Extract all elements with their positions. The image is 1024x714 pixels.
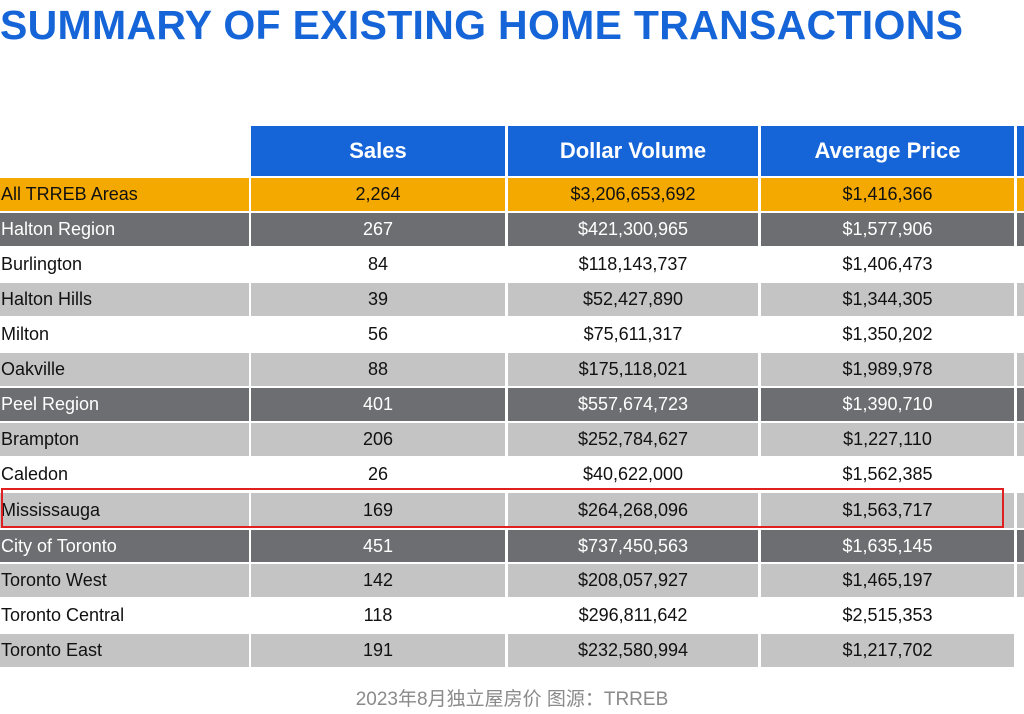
column-header-average-price: Average Price	[761, 126, 1014, 176]
area-cell: Halton Region	[0, 213, 249, 246]
overflow-cell	[1017, 493, 1024, 528]
overflow-cell	[1017, 178, 1024, 211]
overflow-cell	[1017, 353, 1024, 386]
sales-cell: 39	[251, 283, 505, 316]
area-cell: Toronto West	[0, 564, 249, 597]
column-header-dollar-volume: Dollar Volume	[508, 126, 758, 176]
table-row-caledon: Caledon 26 $40,622,000 $1,562,385	[0, 458, 1024, 491]
dollar-volume-cell: $52,427,890	[508, 283, 758, 316]
average-price-cell: $1,416,366	[761, 178, 1014, 211]
sales-cell: 56	[251, 318, 505, 351]
sales-cell: 88	[251, 353, 505, 386]
overflow-cell	[1017, 530, 1024, 562]
area-cell: Milton	[0, 318, 249, 351]
sales-cell: 84	[251, 248, 505, 281]
dollar-volume-cell: $3,206,653,692	[508, 178, 758, 211]
sales-cell: 118	[251, 599, 505, 632]
area-cell: Burlington	[0, 248, 249, 281]
dollar-volume-cell: $264,268,096	[508, 493, 758, 528]
page-title: SUMMARY OF EXISTING HOME TRANSACTIONS	[0, 2, 964, 48]
dollar-volume-cell: $232,580,994	[508, 634, 758, 667]
area-cell: City of Toronto	[0, 530, 249, 562]
table-row-all-trreb-areas: All TRREB Areas 2,264 $3,206,653,692 $1,…	[0, 178, 1024, 211]
average-price-cell: $1,217,702	[761, 634, 1014, 667]
table-row-toronto-central: Toronto Central 118 $296,811,642 $2,515,…	[0, 599, 1024, 632]
table-row-peel-region: Peel Region 401 $557,674,723 $1,390,710	[0, 388, 1024, 421]
dollar-volume-cell: $252,784,627	[508, 423, 758, 456]
area-cell: All TRREB Areas	[0, 178, 249, 211]
dollar-volume-cell: $40,622,000	[508, 458, 758, 491]
dollar-volume-cell: $296,811,642	[508, 599, 758, 632]
sales-cell: 191	[251, 634, 505, 667]
column-header-overflow	[1017, 126, 1024, 176]
table-row-halton-region: Halton Region 267 $421,300,965 $1,577,90…	[0, 213, 1024, 246]
overflow-cell	[1017, 283, 1024, 316]
average-price-cell: $1,227,110	[761, 423, 1014, 456]
table-row-toronto-west: Toronto West 142 $208,057,927 $1,465,197	[0, 564, 1024, 597]
area-cell: Caledon	[0, 458, 249, 491]
average-price-cell: $2,515,353	[761, 599, 1014, 632]
overflow-cell	[1017, 213, 1024, 246]
table-row-oakville: Oakville 88 $175,118,021 $1,989,978	[0, 353, 1024, 386]
area-cell: Halton Hills	[0, 283, 249, 316]
area-cell: Mississauga	[0, 493, 249, 528]
image-caption: 2023年8月独立屋房价 图源：TRREB	[355, 689, 669, 710]
average-price-cell: $1,406,473	[761, 248, 1014, 281]
dollar-volume-cell: $737,450,563	[508, 530, 758, 562]
overflow-cell	[1017, 564, 1024, 597]
average-price-cell: $1,562,385	[761, 458, 1014, 491]
sales-cell: 401	[251, 388, 505, 421]
average-price-cell: $1,577,906	[761, 213, 1014, 246]
overflow-cell	[1017, 388, 1024, 421]
average-price-cell: $1,344,305	[761, 283, 1014, 316]
area-cell: Toronto East	[0, 634, 249, 667]
average-price-cell: $1,563,717	[761, 493, 1014, 528]
table-row-city-of-toronto: City of Toronto 451 $737,450,563 $1,635,…	[0, 530, 1024, 562]
sales-cell: 451	[251, 530, 505, 562]
table-row-milton: Milton 56 $75,611,317 $1,350,202	[0, 318, 1024, 351]
sales-cell: 206	[251, 423, 505, 456]
table-row-burlington: Burlington 84 $118,143,737 $1,406,473	[0, 248, 1024, 281]
area-cell: Peel Region	[0, 388, 249, 421]
sales-cell: 142	[251, 564, 505, 597]
average-price-cell: $1,465,197	[761, 564, 1014, 597]
overflow-cell	[1017, 423, 1024, 456]
dollar-volume-cell: $75,611,317	[508, 318, 758, 351]
area-cell: Toronto Central	[0, 599, 249, 632]
dollar-volume-cell: $175,118,021	[508, 353, 758, 386]
average-price-cell: $1,989,978	[761, 353, 1014, 386]
dollar-volume-cell: $421,300,965	[508, 213, 758, 246]
sales-cell: 169	[251, 493, 505, 528]
table-row-toronto-east: Toronto East 191 $232,580,994 $1,217,702	[0, 634, 1024, 667]
table-row-mississauga: Mississauga 169 $264,268,096 $1,563,717	[0, 493, 1024, 528]
table-row-brampton: Brampton 206 $252,784,627 $1,227,110	[0, 423, 1024, 456]
sales-cell: 267	[251, 213, 505, 246]
table-row-halton-hills: Halton Hills 39 $52,427,890 $1,344,305	[0, 283, 1024, 316]
average-price-cell: $1,635,145	[761, 530, 1014, 562]
dollar-volume-cell: $557,674,723	[508, 388, 758, 421]
average-price-cell: $1,390,710	[761, 388, 1014, 421]
sales-cell: 2,264	[251, 178, 505, 211]
area-cell: Oakville	[0, 353, 249, 386]
dollar-volume-cell: $208,057,927	[508, 564, 758, 597]
area-cell: Brampton	[0, 423, 249, 456]
sales-cell: 26	[251, 458, 505, 491]
dollar-volume-cell: $118,143,737	[508, 248, 758, 281]
average-price-cell: $1,350,202	[761, 318, 1014, 351]
column-header-sales: Sales	[251, 126, 505, 176]
